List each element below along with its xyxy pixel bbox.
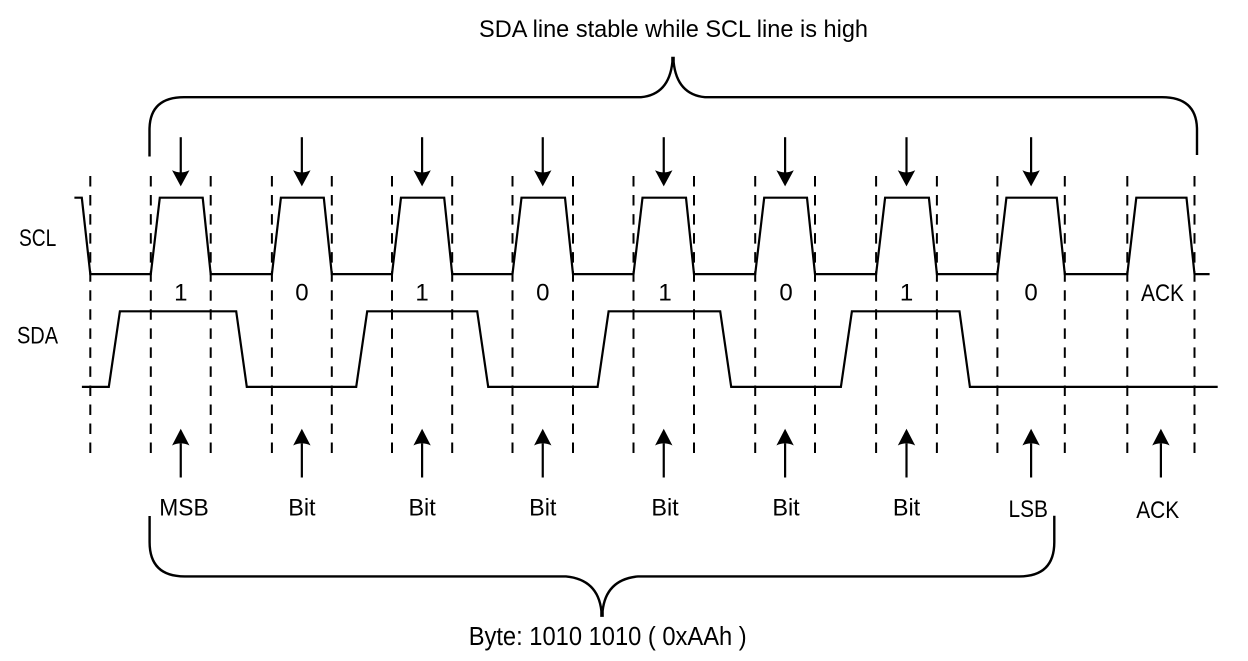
- svg-text:Bit: Bit: [651, 495, 679, 522]
- svg-text:Bit: Bit: [288, 495, 316, 522]
- svg-text:Bit: Bit: [772, 495, 800, 522]
- svg-text:0: 0: [1024, 280, 1037, 307]
- svg-text:Bit: Bit: [529, 495, 557, 522]
- svg-text:ACK: ACK: [1136, 497, 1179, 524]
- svg-text:SDA: SDA: [17, 323, 58, 350]
- svg-text:1: 1: [900, 280, 913, 307]
- svg-text:1: 1: [415, 280, 428, 307]
- svg-text:Bit: Bit: [408, 495, 436, 522]
- svg-text:Bit: Bit: [893, 495, 921, 522]
- svg-text:MSB: MSB: [159, 495, 208, 522]
- svg-text:SDA line stable while SCL line: SDA line stable while SCL line is high: [479, 16, 868, 43]
- svg-text:LSB: LSB: [1009, 496, 1048, 523]
- svg-text:0: 0: [295, 280, 308, 307]
- svg-text:0: 0: [779, 280, 792, 307]
- svg-text:0: 0: [536, 280, 549, 307]
- svg-text:SCL: SCL: [19, 225, 56, 252]
- svg-text:1: 1: [658, 280, 671, 307]
- svg-text:1: 1: [174, 280, 187, 307]
- svg-text:ACK: ACK: [1141, 280, 1184, 307]
- svg-text:Byte: 1010 1010 ( 0xAAh ): Byte: 1010 1010 ( 0xAAh ): [469, 623, 747, 651]
